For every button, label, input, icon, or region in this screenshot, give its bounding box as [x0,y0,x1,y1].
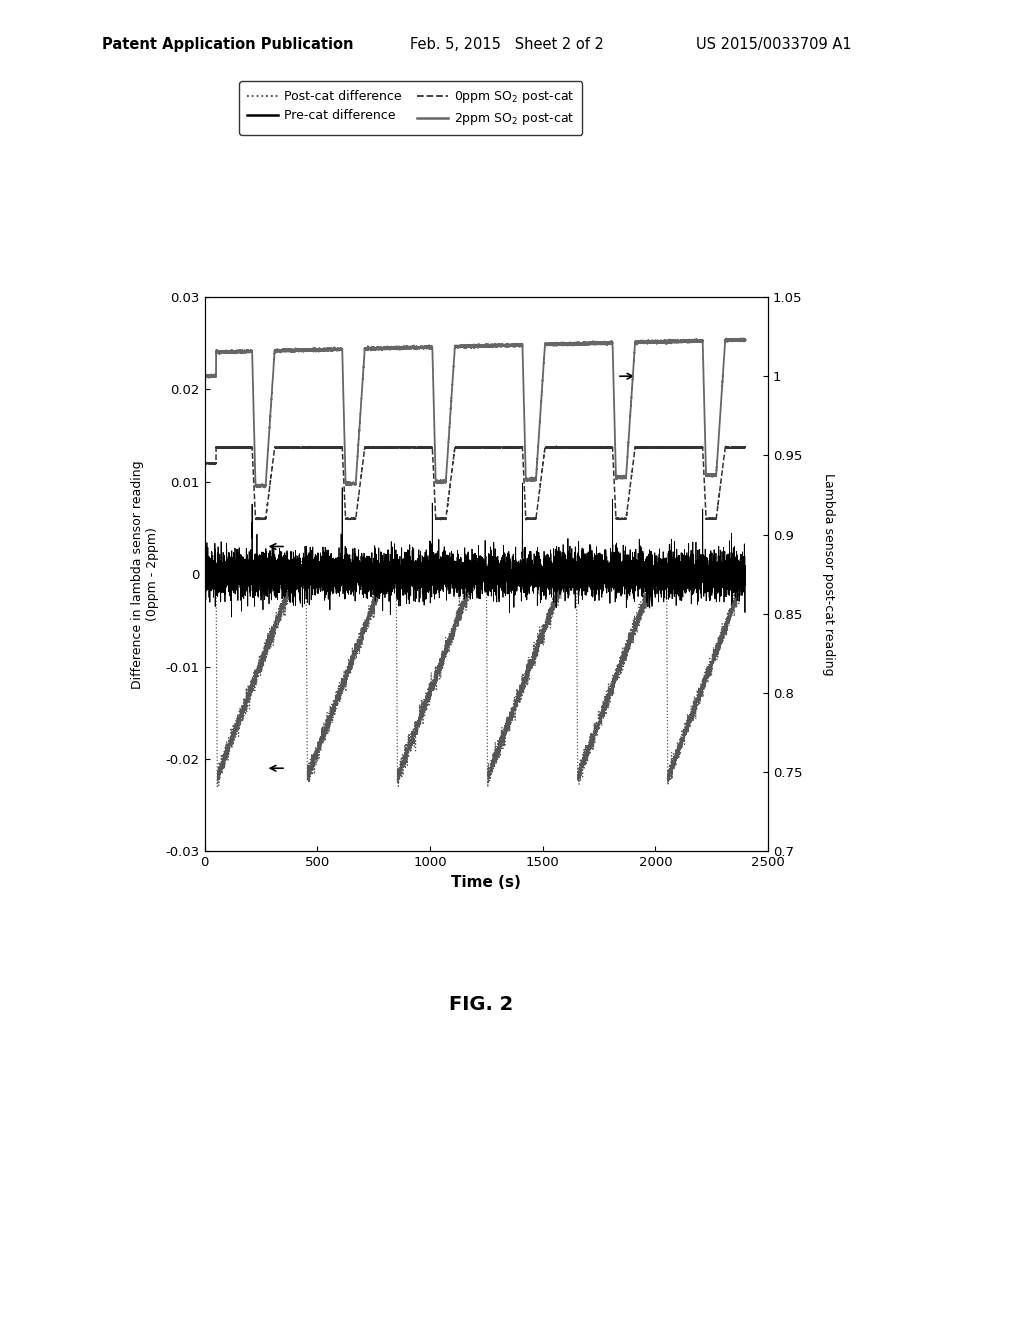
Legend: Post-cat difference, Pre-cat difference, 0ppm SO$_2$ post-cat, 2ppm SO$_2$ post-: Post-cat difference, Pre-cat difference,… [240,82,583,135]
X-axis label: Time (s): Time (s) [452,875,521,890]
Text: FIG. 2: FIG. 2 [450,995,513,1014]
Text: US 2015/0033709 A1: US 2015/0033709 A1 [696,37,852,51]
Text: Patent Application Publication: Patent Application Publication [102,37,354,51]
Y-axis label: Difference in lambda sensor reading
(0ppm - 2ppm): Difference in lambda sensor reading (0pp… [131,459,159,689]
Text: Feb. 5, 2015   Sheet 2 of 2: Feb. 5, 2015 Sheet 2 of 2 [410,37,603,51]
Y-axis label: Lambda sensor post-cat reading: Lambda sensor post-cat reading [822,473,835,676]
